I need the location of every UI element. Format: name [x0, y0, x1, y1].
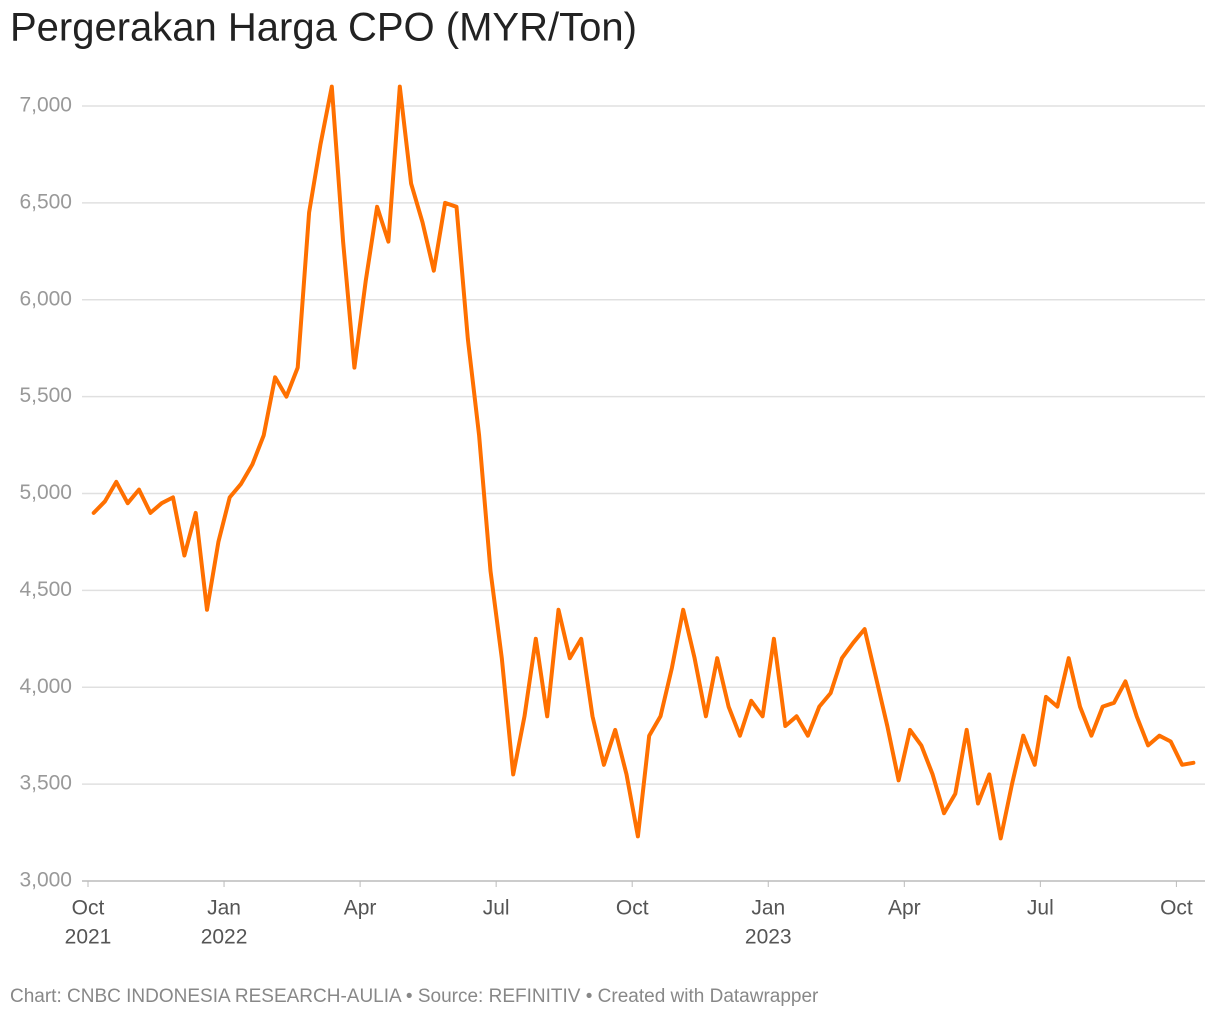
- x-tick-label: Jan: [751, 897, 785, 920]
- x-tick-label: Oct: [72, 897, 105, 920]
- y-tick-label: 3,000: [19, 869, 72, 892]
- y-tick-label: 4,000: [19, 675, 72, 698]
- x-tick-label: Jan: [207, 897, 241, 920]
- x-tick-year: 2023: [745, 926, 792, 949]
- x-tick-label: Oct: [616, 897, 649, 920]
- y-tick-label: 5,500: [19, 384, 72, 407]
- y-tick-label: 6,000: [19, 287, 72, 310]
- x-tick-label: Jul: [483, 897, 510, 920]
- x-tick-year: 2022: [201, 926, 248, 949]
- y-tick-label: 5,000: [19, 481, 72, 504]
- line: [91, 84, 1196, 841]
- x-tick-label: Oct: [1160, 897, 1193, 920]
- y-tick-label: 6,500: [19, 190, 72, 213]
- footer: Chart: CNBC INDONESIA RESEARCH-AULIA • S…: [10, 986, 819, 1007]
- y-tick-label: 3,500: [19, 772, 72, 795]
- y-tick-label: 7,000: [19, 94, 72, 117]
- x-tick-label: Jul: [1027, 897, 1054, 920]
- x-tick-year: 2021: [65, 926, 112, 949]
- chart-title: Pergerakan Harga CPO (MYR/Ton): [10, 6, 637, 50]
- x-tick-label: Apr: [888, 897, 921, 920]
- y-tick-label: 4,500: [19, 578, 72, 601]
- x-tick-label: Apr: [344, 897, 377, 920]
